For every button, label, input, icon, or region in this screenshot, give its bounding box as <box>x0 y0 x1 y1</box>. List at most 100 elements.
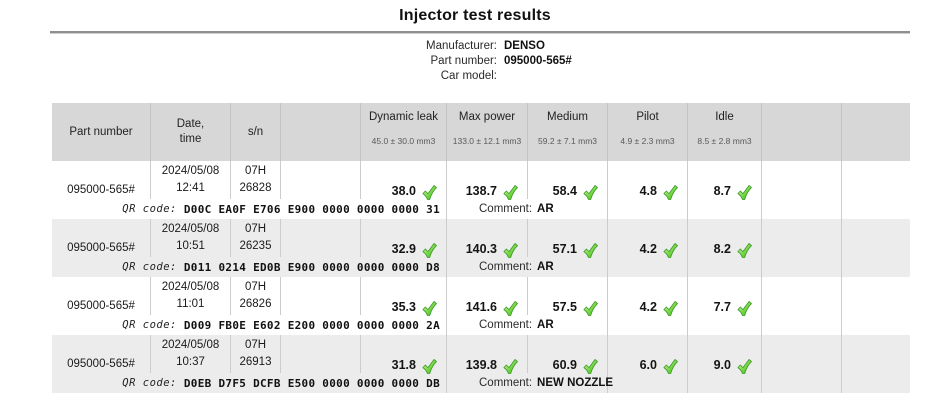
manufacturer-label: Manufacturer: <box>426 40 497 52</box>
comment-cell: Comment: NEW NOZZLE <box>447 373 613 393</box>
col-header-max-power: Max power 133.0 ± 12.1 mm3 <box>447 103 528 161</box>
col-header-label: Medium <box>547 111 588 123</box>
blank-cell <box>762 335 842 373</box>
col-header-tolerance: 8.5 ± 2.8 mm3 <box>697 136 752 146</box>
date-time-cell: 2024/05/08 12:41 <box>151 161 231 199</box>
serial-number-cell: 07H 26828 <box>231 161 281 199</box>
info-row-part-number: Part number: 095000-565# <box>0 54 950 69</box>
col-header-label: Part number <box>69 125 133 138</box>
blank-cell <box>762 373 842 393</box>
green-check-icon <box>422 301 437 316</box>
medium-value-cell: 60.9 <box>528 335 608 374</box>
blank-cell <box>842 277 910 315</box>
idle-value-cell: 8.7 <box>688 161 762 200</box>
qr-code-cell: QR code: D0EB D7F5 DCFB E500 0000 0000 00… <box>52 373 447 393</box>
dynamic-leak-value: 31.8 <box>391 358 416 372</box>
qr-code-value: D0EB D7F5 DCFB E500 0000 0000 0000 DB <box>183 376 440 390</box>
qr-code-label: QR code: <box>122 203 177 215</box>
table-header-row: Part number Date, time s/n Dynamic leak 45.0… <box>52 103 910 161</box>
blank-cell <box>842 315 910 335</box>
sn-text: 26828 <box>239 182 272 194</box>
green-check-icon <box>737 301 752 316</box>
page-title: Injector test results <box>399 7 551 24</box>
table-row: 095000-565# 2024/05/08 10:51 07H 26235 32.9 14… <box>52 219 910 277</box>
max-power-value: 141.6 <box>465 300 497 314</box>
col-header-tolerance: 133.0 ± 12.1 mm3 <box>452 136 522 146</box>
serial-number-cell: 07H 26913 <box>231 335 281 373</box>
idle-value-cell: 8.2 <box>688 219 762 258</box>
green-check-icon <box>503 359 518 374</box>
dynamic-leak-value: 35.3 <box>391 300 416 314</box>
blank-cell <box>842 373 910 393</box>
green-check-icon <box>422 359 437 374</box>
green-check-icon <box>583 301 598 316</box>
col-header-dynamic-leak: Dynamic leak 45.0 ± 30.0 mm3 <box>361 103 447 161</box>
col-header-date-time: Date, time <box>151 103 231 161</box>
pilot-value: 4.2 <box>639 242 657 256</box>
blank-cell <box>608 199 688 219</box>
sn-prefix-text: 07H <box>244 165 267 177</box>
comment-cell: Comment: AR <box>447 199 608 219</box>
comment-label: Comment: <box>479 203 533 215</box>
date-text: 2024/05/08 <box>161 281 220 293</box>
part-number-cell: 095000-565# <box>52 335 151 373</box>
col-header-sn: s/n <box>231 103 281 161</box>
medium-value-cell: 57.1 <box>528 219 608 258</box>
medium-value-cell: 58.4 <box>528 161 608 200</box>
blank-cell <box>281 277 361 315</box>
col-header-label: Dynamic leak <box>368 111 439 123</box>
idle-value: 9.0 <box>713 358 731 372</box>
qr-code-cell: QR code: D00C EA0F E706 E900 0000 0000 00… <box>52 199 447 219</box>
sn-prefix-text: 07H <box>244 281 267 293</box>
qr-code-cell: QR code: D009 FB0E E602 E200 0000 0000 00… <box>52 315 447 335</box>
blank-cell <box>842 335 910 373</box>
col-header-blank-3 <box>842 103 910 161</box>
pilot-value: 6.0 <box>639 358 657 372</box>
idle-value-cell: 7.7 <box>688 277 762 316</box>
table-body: 095000-565# 2024/05/08 12:41 07H 26828 38.0 13… <box>52 161 910 393</box>
date-time-cell: 2024/05/08 10:51 <box>151 219 231 257</box>
dynamic-leak-value-cell: 35.3 <box>361 277 447 316</box>
pilot-value-cell: 4.8 <box>608 161 688 200</box>
date-text: 2024/05/08 <box>161 165 220 177</box>
blank-cell <box>762 277 842 315</box>
blank-cell <box>762 257 842 277</box>
green-check-icon <box>422 185 437 200</box>
comment-label: Comment: <box>479 377 533 389</box>
green-check-icon <box>737 185 752 200</box>
green-check-icon <box>503 301 518 316</box>
idle-value: 7.7 <box>713 300 731 314</box>
table-row: 095000-565# 2024/05/08 10:37 07H 26913 31.8 13… <box>52 335 910 393</box>
blank-cell <box>762 315 842 335</box>
part-number-text: 095000-565# <box>67 358 135 370</box>
col-header-label: Date, time <box>176 118 205 145</box>
green-check-icon <box>422 243 437 258</box>
pilot-value-cell: 6.0 <box>608 335 688 374</box>
qr-code-value: D009 FB0E E602 E200 0000 0000 0000 2A <box>183 318 440 332</box>
title-rule <box>50 31 910 34</box>
col-header-label: Idle <box>715 111 734 123</box>
green-check-icon <box>503 185 518 200</box>
idle-value: 8.7 <box>713 184 731 198</box>
col-header-blank-1 <box>281 103 361 161</box>
pilot-value-cell: 4.2 <box>608 219 688 258</box>
medium-value: 60.9 <box>552 358 577 372</box>
qr-code-label: QR code: <box>122 319 177 331</box>
info-row-car-model: Car model: <box>0 69 950 84</box>
part-number-cell: 095000-565# <box>52 277 151 315</box>
green-check-icon <box>663 359 678 374</box>
dynamic-leak-value: 32.9 <box>391 242 416 256</box>
blank-cell <box>281 335 361 373</box>
date-time-cell: 2024/05/08 11:01 <box>151 277 231 315</box>
comment-cell: Comment: AR <box>447 315 608 335</box>
pilot-value: 4.2 <box>639 300 657 314</box>
serial-number-cell: 07H 26235 <box>231 219 281 257</box>
idle-value-cell: 9.0 <box>688 335 762 374</box>
pilot-value: 4.8 <box>639 184 657 198</box>
col-header-blank-2 <box>762 103 842 161</box>
col-header-label: s/n <box>247 125 264 138</box>
table-row: 095000-565# 2024/05/08 12:41 07H 26828 38.0 13… <box>52 161 910 219</box>
comment-label: Comment: <box>479 319 533 331</box>
part-number-label: Part number: <box>430 55 497 67</box>
blank-cell <box>842 219 910 257</box>
